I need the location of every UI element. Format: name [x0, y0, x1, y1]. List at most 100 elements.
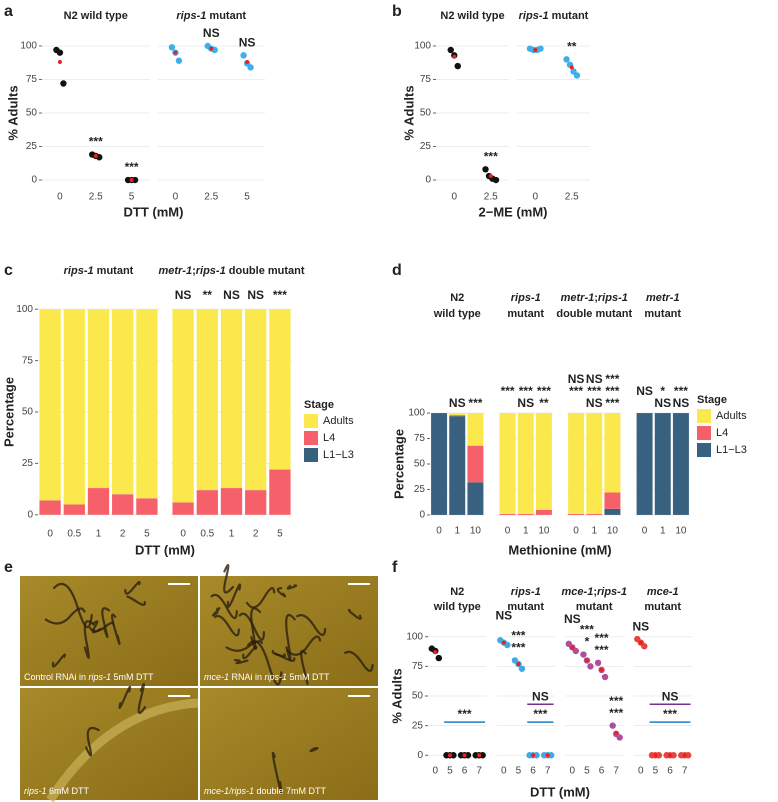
worm [286, 584, 298, 590]
mean-point [533, 47, 538, 52]
data-point [684, 752, 692, 759]
text-segment: rips-1 [196, 265, 226, 277]
text-segment: mutant [94, 265, 134, 277]
text-segment: rips-1 [176, 10, 206, 22]
bar-segment [39, 500, 61, 515]
bar-segment [112, 309, 134, 495]
x-tick-label: 2.5 [89, 192, 103, 203]
mean-point [653, 753, 658, 758]
x-axis-label: Methionine (mM) [508, 542, 611, 557]
significance-label: NS [564, 612, 581, 626]
y-tick-label: 50 [412, 691, 424, 702]
mean-point [477, 753, 482, 758]
x-tick-label: 2 [253, 529, 259, 540]
text-segment: rips-1 [89, 672, 112, 682]
text-segment: double 7mM DTT [254, 786, 327, 796]
panel-label: f [392, 559, 398, 576]
significance-label: *** [609, 706, 623, 720]
x-tick-label: 7 [613, 766, 619, 777]
mean-point [570, 645, 575, 650]
text-segment: mce-1 [204, 672, 229, 682]
text-segment: 5mM DTT [287, 672, 330, 682]
text-segment: rips-1 [519, 10, 549, 22]
significance-label: *** [580, 623, 594, 637]
significance-label: *** [605, 372, 619, 386]
legend-title: Stage [304, 399, 334, 411]
worm [296, 613, 327, 636]
data-point [450, 752, 457, 759]
facet-title: N2 [450, 586, 464, 598]
data-point [168, 44, 176, 51]
bar-segment [196, 490, 218, 515]
y-tick-label: 100 [406, 631, 423, 642]
worm [83, 620, 95, 659]
facet-title: rips-1 mutant [519, 10, 589, 22]
text-segment: Control RNAi in [24, 672, 89, 682]
significance-label: NS [239, 36, 256, 50]
bar-segment [499, 413, 516, 514]
y-tick-label: 50 [420, 108, 432, 119]
bar-segment [87, 309, 110, 489]
significance-label: *** [587, 384, 601, 398]
data-point [454, 62, 461, 70]
legend-swatch [304, 431, 318, 445]
worm [223, 564, 235, 594]
y-axis-label: % Adults [389, 668, 404, 723]
worm [101, 607, 111, 638]
text-segment: mutant [576, 601, 613, 613]
mean-point [173, 50, 178, 55]
facet-title: double mutant [556, 308, 632, 320]
y-tick-label: 75 [22, 355, 34, 366]
bar-segment [517, 413, 534, 514]
significance-label: *** [89, 135, 103, 149]
bar-segment [220, 309, 243, 489]
legend-label: L1−L3 [716, 444, 747, 456]
mean-point [599, 667, 604, 672]
text-segment: rips-1 [24, 786, 47, 796]
worm [44, 607, 86, 625]
significance-label: NS [673, 396, 690, 410]
significance-label: *** [605, 384, 619, 398]
facet-title: N2 wild type [440, 10, 504, 22]
text-segment: mutant [206, 10, 246, 22]
y-tick-label: 50 [26, 108, 38, 119]
worm [246, 640, 283, 686]
significance-label: NS [586, 396, 603, 410]
significance-label: NS [175, 288, 192, 302]
legend-label: L1−L3 [323, 449, 354, 461]
data-point [670, 752, 677, 759]
text-segment: rips-1 [598, 292, 628, 304]
data-point [563, 56, 570, 63]
y-tick-label: 100 [16, 304, 33, 315]
significance-label: *** [511, 629, 525, 643]
y-tick-label: 25 [412, 720, 424, 731]
mean-point [584, 658, 589, 663]
text-segment: mce-1 [647, 586, 679, 598]
y-tick-label: 0 [417, 750, 423, 761]
bar-segment [449, 413, 466, 416]
text-segment: rips-1 [511, 586, 541, 598]
facet-title: mutant [644, 601, 681, 613]
x-tick-label: 10 [470, 526, 482, 537]
significance-label: *** [569, 384, 583, 398]
data-point [641, 643, 648, 650]
x-tick-label: 6 [599, 766, 605, 777]
panel-label: b [392, 3, 402, 20]
facet-title: mutant [644, 308, 681, 320]
worm [286, 635, 322, 656]
legend-label: L4 [716, 427, 728, 439]
bar-segment [636, 413, 653, 515]
x-tick-label: 10 [538, 526, 550, 537]
significance-label: *** [537, 384, 551, 398]
significance-label: *** [595, 643, 609, 657]
micrograph [20, 576, 198, 686]
x-axis-label: DTT (mM) [124, 204, 184, 219]
worm [309, 746, 319, 753]
data-point [60, 80, 67, 87]
text-segment: wild type [433, 601, 481, 613]
worm [110, 613, 121, 645]
bar-segment [672, 413, 689, 515]
x-axis-label: DTT (mM) [135, 542, 195, 557]
significance-label: NS [636, 384, 653, 398]
facet-title: mutant [507, 601, 544, 613]
